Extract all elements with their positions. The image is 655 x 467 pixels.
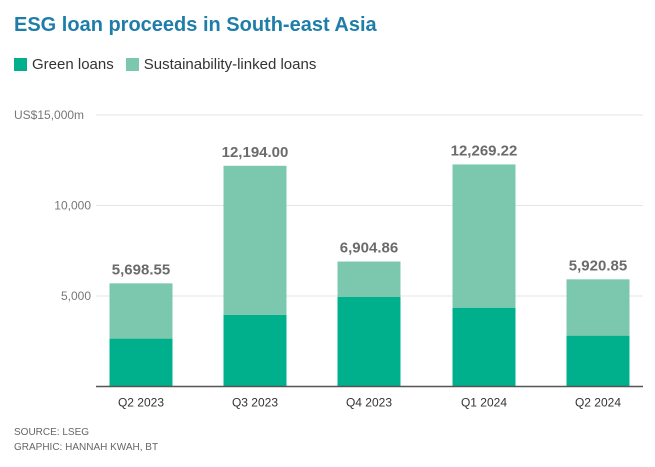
data-label: 6,904.86 [340, 240, 398, 257]
y-tick-label: 5,000 [61, 289, 91, 303]
x-tick-label: Q1 2024 [461, 396, 507, 410]
legend: Green loans Sustainability-linked loans [14, 56, 328, 73]
x-tick-label: Q3 2023 [232, 396, 278, 410]
chart-title: ESG loan proceeds in South-east Asia [14, 14, 377, 36]
y-tick-label: 10,000 [54, 199, 91, 213]
legend-label-sustainability: Sustainability-linked loans [143, 56, 317, 73]
bar-sustainability [223, 165, 287, 315]
legend-swatch-sustainability [125, 58, 139, 71]
legend-label-green: Green loans [32, 56, 114, 73]
bar-green [223, 314, 287, 387]
data-label: 12,269.22 [451, 142, 518, 159]
x-tick-label: Q4 2023 [346, 396, 392, 410]
bar-sustainability [566, 279, 630, 336]
source-note: SOURCE: LSEG [14, 427, 90, 438]
legend-swatch-green [14, 58, 27, 71]
legend-item-green: Green loans [14, 56, 114, 73]
x-tick-label: Q2 2023 [118, 396, 164, 410]
data-label: 5,698.55 [112, 261, 170, 278]
data-label: 5,920.85 [569, 257, 627, 274]
x-tick-label: Q2 2024 [575, 396, 621, 410]
credit-note: GRAPHIC: HANNAH KWAH, BT [14, 442, 159, 453]
data-label: 12,194.00 [222, 144, 289, 161]
bar-sustainability [109, 283, 173, 339]
bar-green [109, 338, 173, 387]
bar-sustainability [452, 164, 516, 308]
legend-item-sustainability: Sustainability-linked loans [125, 56, 317, 73]
bar-green [337, 296, 401, 387]
bar-green [566, 335, 630, 387]
bar-sustainability [337, 261, 401, 297]
bar-green [452, 307, 516, 387]
y-tick-label: US$15,000m [14, 108, 84, 122]
